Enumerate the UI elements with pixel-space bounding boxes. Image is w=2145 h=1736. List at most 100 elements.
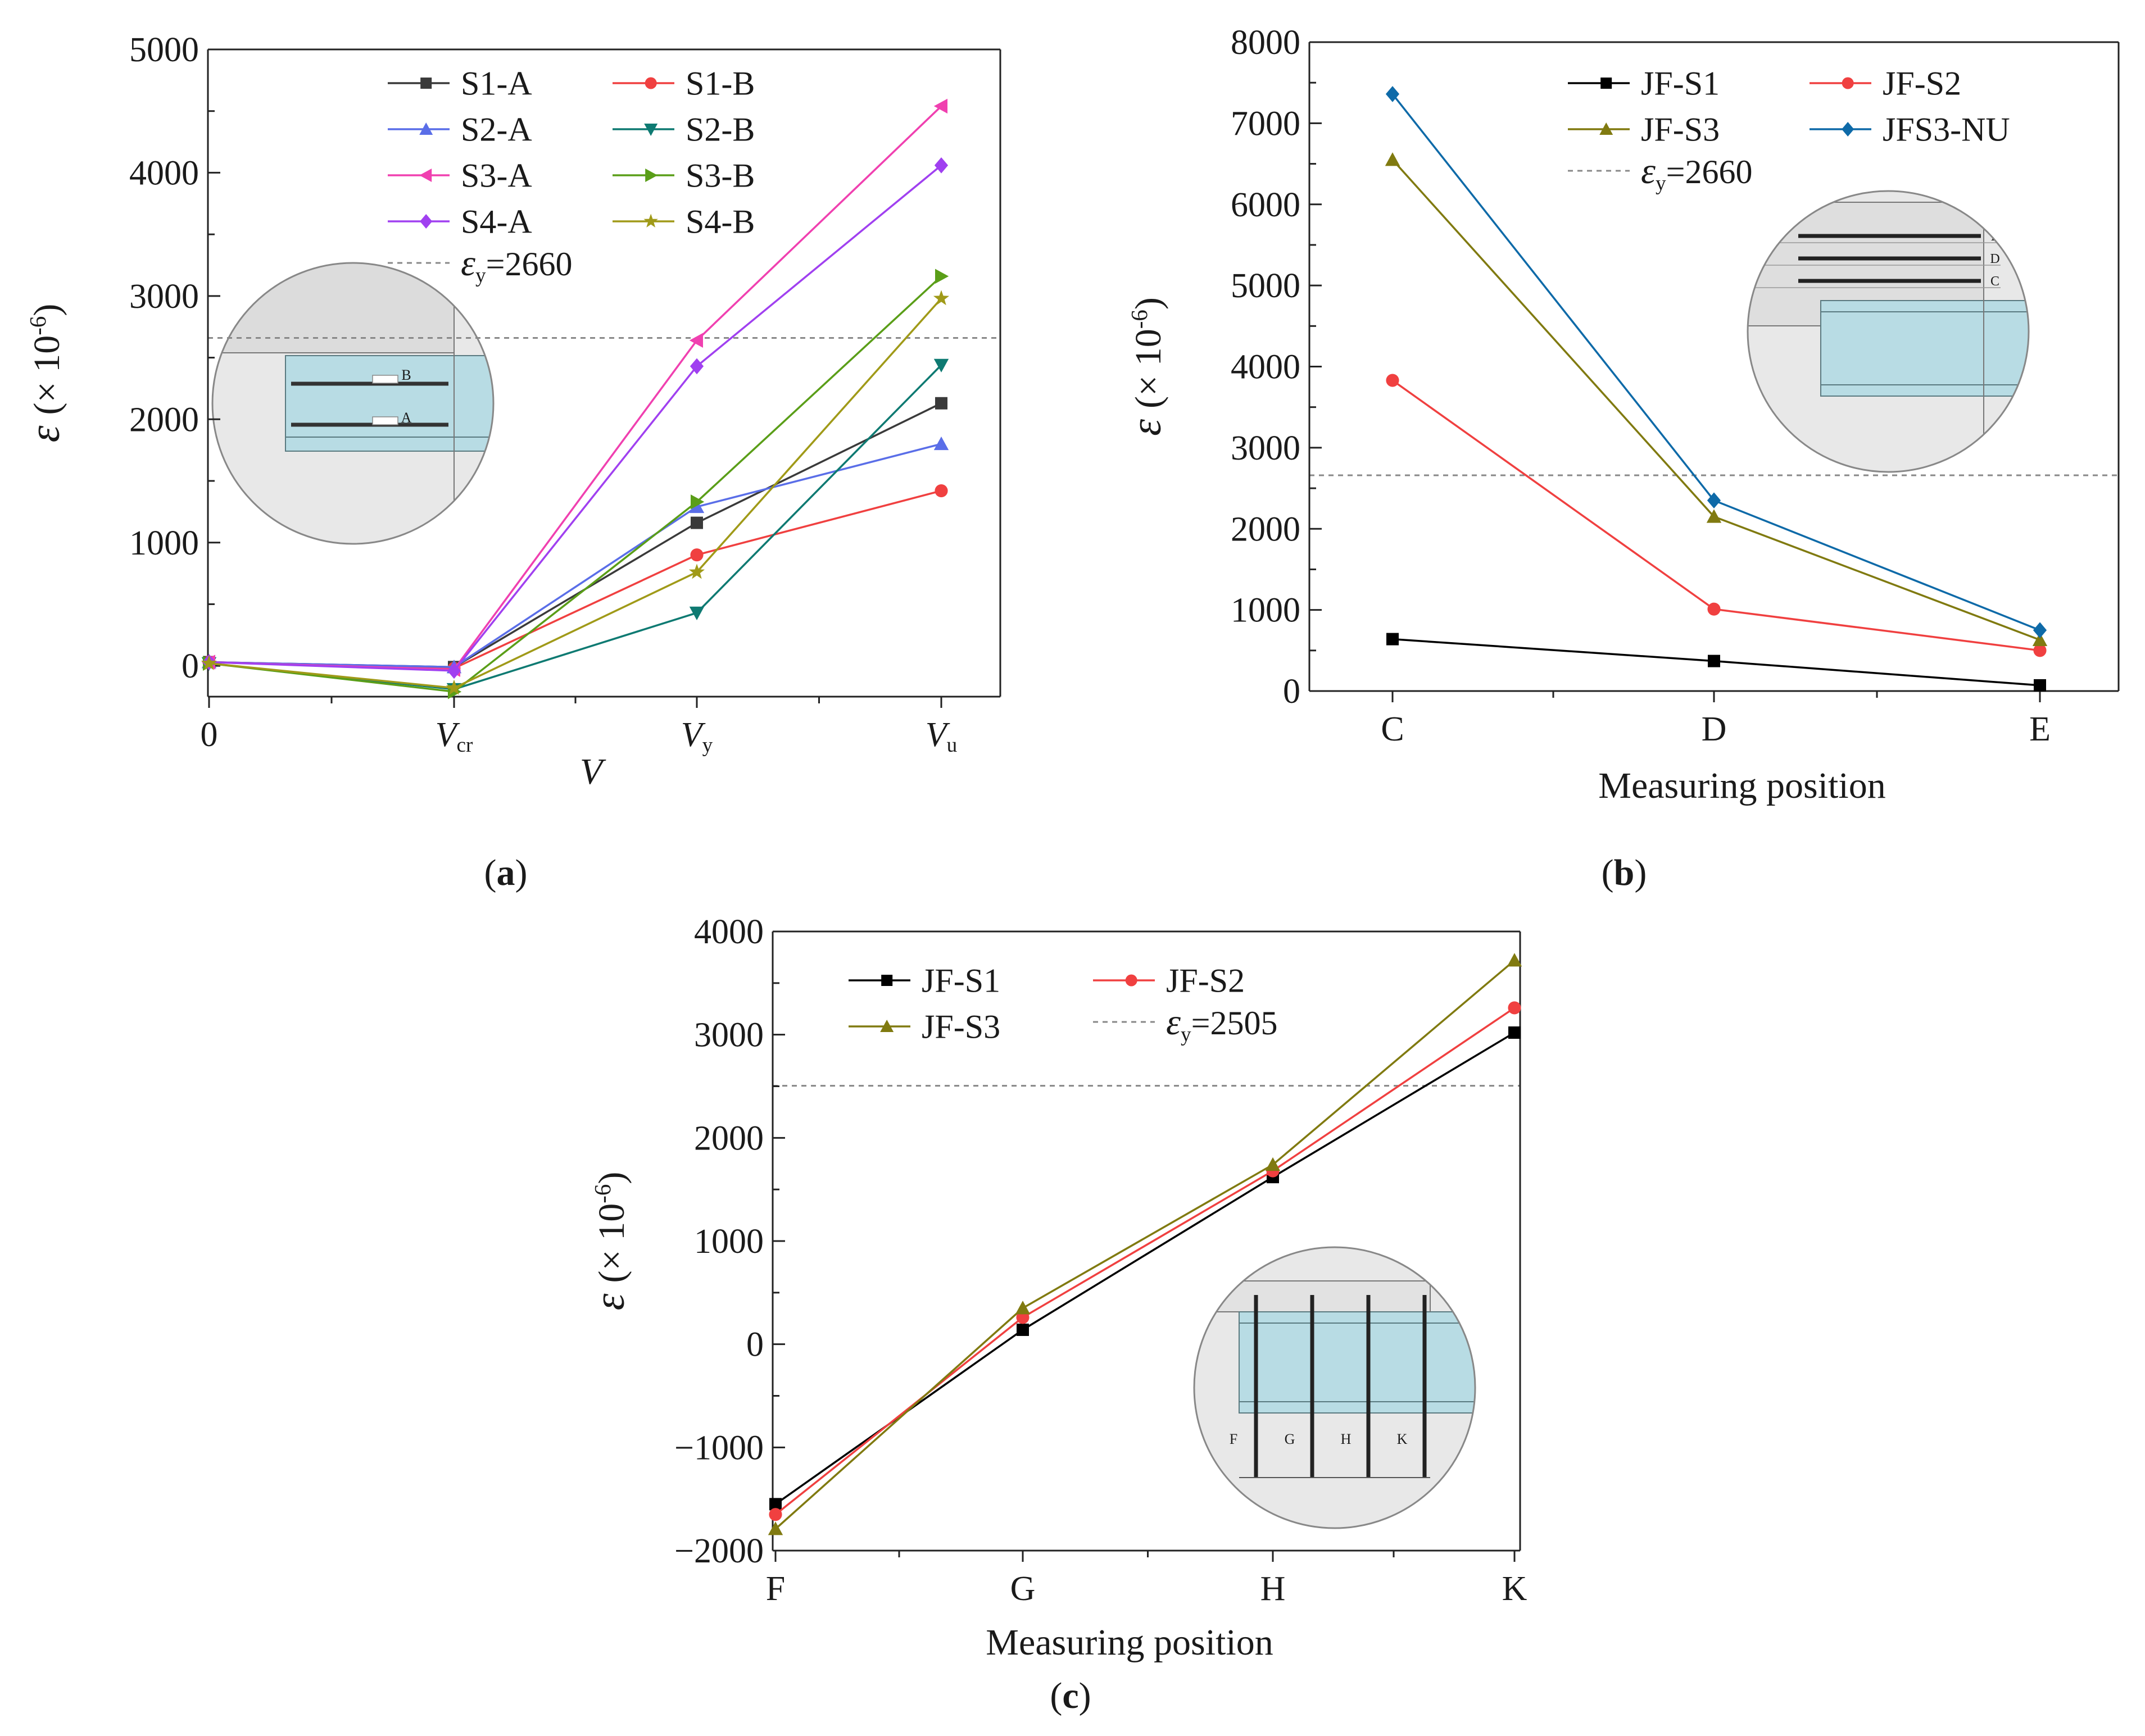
legend-marker xyxy=(644,124,658,136)
legend-marker xyxy=(1599,122,1613,135)
y-tick-label: 8000 xyxy=(1231,24,1300,62)
legend-yield-label: εy=2660 xyxy=(461,243,572,287)
data-point xyxy=(935,269,949,284)
y-axis-label: ε (× 10-6) xyxy=(21,304,69,443)
series-line xyxy=(774,1007,1515,1516)
data-point xyxy=(2032,632,2048,647)
y-tick-label: 4000 xyxy=(129,154,199,193)
data-point xyxy=(1265,1157,1281,1171)
legend-label: JFS3-NU xyxy=(1883,111,2010,148)
legend-label: S3-B xyxy=(686,157,755,194)
inset-gauge xyxy=(372,416,398,425)
legend-marker xyxy=(645,77,657,89)
data-point xyxy=(688,563,705,579)
data-point xyxy=(691,516,703,529)
x-tick-label: D xyxy=(1702,710,1727,748)
data-point xyxy=(1015,1301,1031,1315)
inset-label: A xyxy=(401,410,412,426)
legend-label: S4-A xyxy=(461,203,532,240)
y-tick-label: 3000 xyxy=(694,1016,764,1055)
data-point xyxy=(690,358,704,375)
x-tick-label: C xyxy=(1381,710,1404,748)
legend: JF-S1 JF-S2 JF-S3 εy=2505 xyxy=(849,962,1277,1046)
y-axis-label: ε (× 10-6) xyxy=(1123,297,1170,436)
data-point xyxy=(933,358,949,372)
legend-label: S1-B xyxy=(686,65,755,102)
inset-label: C xyxy=(1990,274,1999,289)
legend-marker xyxy=(419,122,433,135)
series-JFS3-NU xyxy=(1385,86,2047,639)
y-tick-label: 2000 xyxy=(694,1119,764,1157)
series-line xyxy=(208,275,942,693)
data-point xyxy=(1385,86,1400,102)
data-point xyxy=(690,548,704,562)
legend-label: S2-A xyxy=(461,111,532,148)
x-tick-label: H xyxy=(1260,1570,1286,1608)
data-point xyxy=(933,290,950,306)
inset-border xyxy=(211,262,495,545)
series-S4-B xyxy=(201,290,950,695)
y-tick-label: 0 xyxy=(746,1326,764,1364)
y-tick-label: 6000 xyxy=(1231,186,1300,224)
y-tick-label: 3000 xyxy=(129,278,199,316)
data-point xyxy=(691,494,705,510)
data-point xyxy=(769,1508,782,1521)
y-tick-label: 0 xyxy=(1283,672,1300,711)
panel-caption: (c) xyxy=(1050,1675,1091,1716)
x-tick-label: K xyxy=(1502,1570,1527,1608)
y-tick-label: 4000 xyxy=(694,913,764,951)
inset-border xyxy=(1193,1246,1476,1529)
data-point xyxy=(1707,492,1721,509)
data-point xyxy=(933,98,947,114)
data-point xyxy=(769,1498,782,1511)
legend-yield-label: εy=2505 xyxy=(1166,1002,1277,1046)
x-axis-label: V xyxy=(580,751,606,792)
inset-beam xyxy=(1239,1311,1475,1414)
data-point xyxy=(447,662,461,679)
data-point xyxy=(1507,953,1522,967)
data-point xyxy=(933,436,949,451)
legend-marker xyxy=(881,975,893,986)
x-axis-label: Measuring position xyxy=(1598,765,1885,806)
data-point xyxy=(689,333,703,348)
y-tick-label: 7000 xyxy=(1231,104,1300,143)
inset-beam xyxy=(285,355,493,452)
series-JF-S3 xyxy=(1385,152,2048,647)
data-point xyxy=(201,655,217,670)
data-point xyxy=(2034,679,2046,692)
y-tick-label: 5000 xyxy=(129,31,199,69)
y-tick-label: 4000 xyxy=(1231,348,1300,387)
chart-panel-c: F G H K −2000 −1000 0 1000 2000 3000 4000 F G H K Measu… xyxy=(586,913,1527,1716)
legend-marker xyxy=(643,213,658,228)
inset-schematic: EDC xyxy=(1747,190,2030,473)
y-tick-label: 5000 xyxy=(1231,267,1300,305)
legend-label: S3-A xyxy=(461,157,532,194)
legend-label: S4-B xyxy=(686,203,755,240)
y-tick-label: 2000 xyxy=(1231,510,1300,548)
legend-marker xyxy=(1600,78,1612,89)
legend-marker xyxy=(419,169,432,182)
data-point xyxy=(1386,633,1399,646)
panel-caption: (a) xyxy=(484,852,528,893)
data-point xyxy=(768,1521,783,1535)
inset-border xyxy=(1747,190,2030,473)
x-tick-label: G xyxy=(1010,1570,1036,1608)
panel-caption: (b) xyxy=(1602,852,1647,893)
data-point xyxy=(2033,644,2047,657)
legend-marker xyxy=(1842,122,1854,137)
legend-label: JF-S1 xyxy=(922,962,1000,999)
legend-label: JF-S1 xyxy=(1641,65,1720,102)
inset-label: G xyxy=(1285,1431,1295,1447)
legend-marker xyxy=(880,1020,894,1032)
data-point xyxy=(935,484,948,498)
inset-schematic: BA xyxy=(211,262,495,545)
data-point xyxy=(1508,1026,1521,1039)
data-point xyxy=(1386,374,1399,387)
x-tick-label: Vcr xyxy=(436,716,473,757)
legend-label: JF-S3 xyxy=(922,1008,1000,1045)
inset-slab xyxy=(212,263,455,353)
series-line xyxy=(208,298,942,689)
x-tick-label: F xyxy=(766,1570,785,1608)
